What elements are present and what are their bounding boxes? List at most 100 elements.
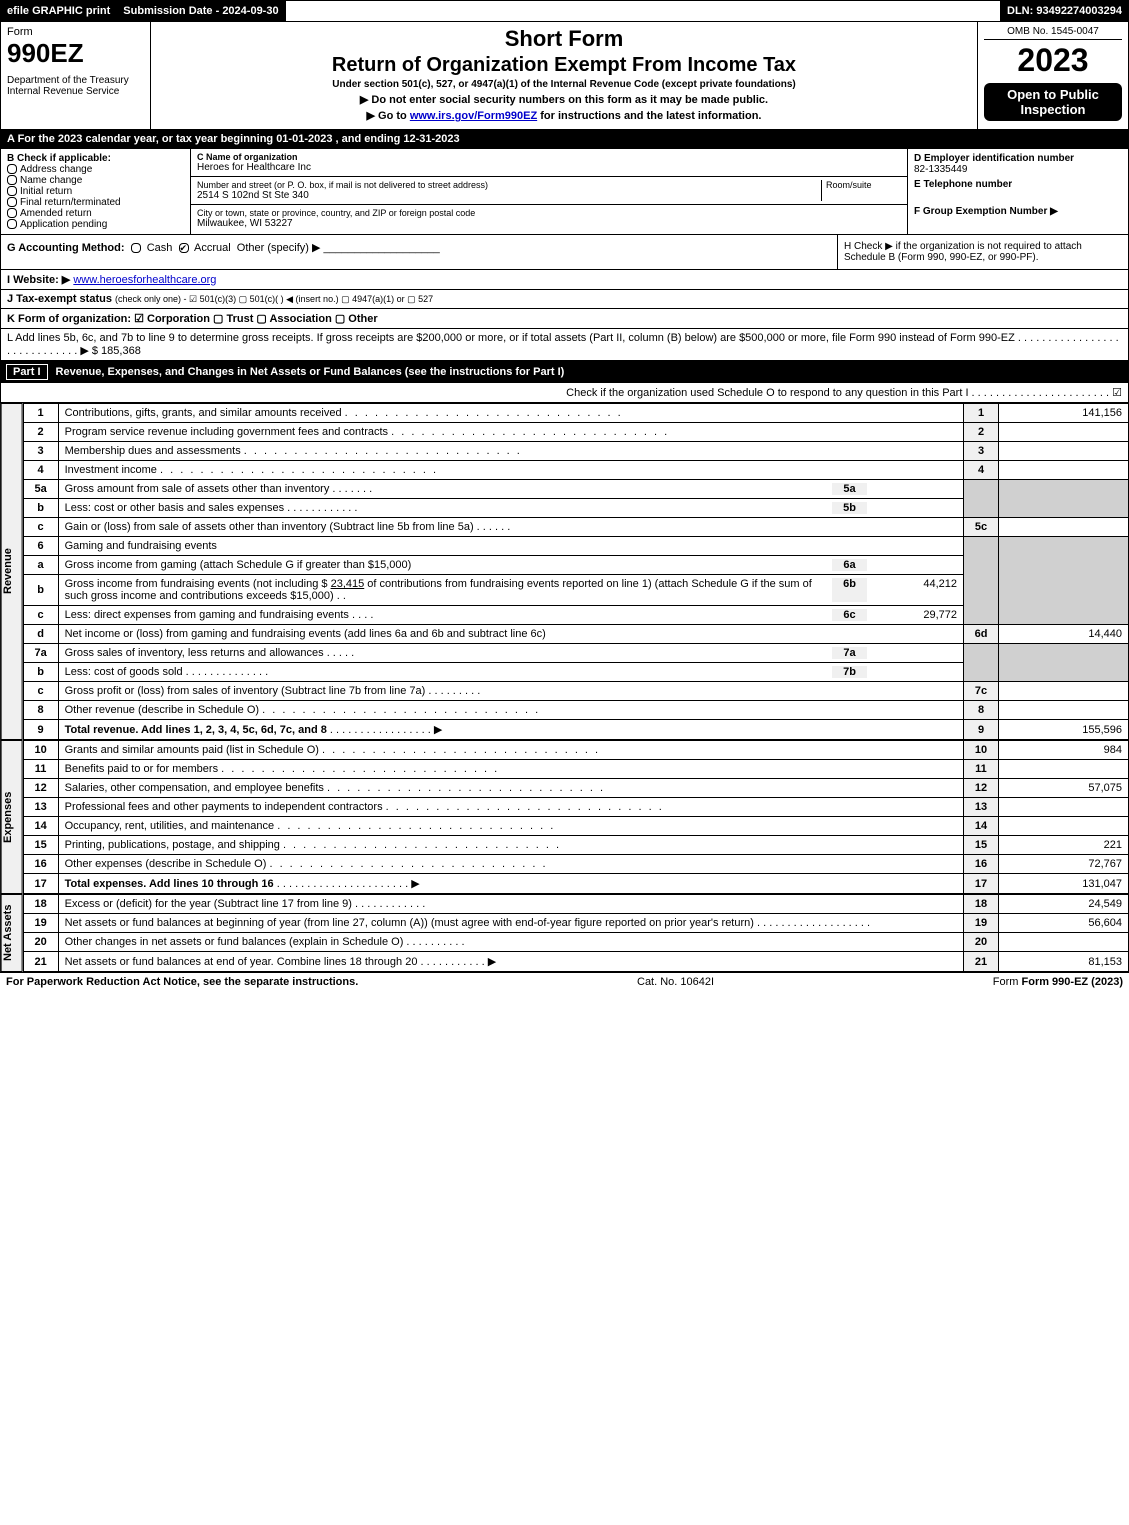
tax-year: 2023 (984, 42, 1122, 79)
table-row: 5aGross amount from sale of assets other… (23, 480, 1128, 499)
irs-link[interactable]: www.irs.gov/Form990EZ (410, 110, 537, 122)
table-row: 21Net assets or fund balances at end of … (23, 952, 1128, 972)
b-opt-address: Address change (7, 164, 184, 175)
instruction-ssn: ▶ Do not enter social security numbers o… (157, 93, 971, 106)
street-value: 2514 S 102nd St Ste 340 (197, 190, 821, 201)
table-row: 17Total expenses. Add lines 10 through 1… (23, 874, 1128, 894)
section-bcdef: B Check if applicable: Address change Na… (0, 149, 1129, 235)
d-label: D Employer identification number (914, 153, 1122, 164)
phone-blank (914, 190, 1122, 202)
table-row: dNet income or (loss) from gaming and fu… (23, 625, 1128, 644)
b-opt-pending: Application pending (7, 219, 184, 230)
h-schedule-b: H Check ▶ if the organization is not req… (838, 235, 1128, 269)
table-row: 9Total revenue. Add lines 1, 2, 3, 4, 5c… (23, 720, 1128, 740)
j-label: J Tax-exempt status (7, 293, 112, 305)
expenses-label: Expenses (1, 740, 23, 894)
g-accounting: G Accounting Method: Cash Accrual Other … (1, 235, 838, 269)
form-number: 990EZ (7, 38, 144, 69)
street-label: Number and street (or P. O. box, if mail… (197, 180, 821, 190)
row-i: I Website: ▶ www.heroesforhealthcare.org (1, 270, 1128, 290)
checkbox-icon[interactable] (7, 219, 17, 229)
table-row: 8Other revenue (describe in Schedule O) … (23, 701, 1128, 720)
part1-label: Part I (6, 364, 48, 380)
revenue-table: 1Contributions, gifts, grants, and simil… (23, 403, 1129, 740)
city-value: Milwaukee, WI 53227 (197, 218, 901, 229)
table-row: cLess: direct expenses from gaming and f… (23, 606, 1128, 625)
top-bar: efile GRAPHIC print Submission Date - 20… (0, 0, 1129, 22)
org-name-row: C Name of organization Heroes for Health… (191, 149, 907, 177)
revenue-section: Revenue 1Contributions, gifts, grants, a… (0, 403, 1129, 740)
page-footer: For Paperwork Reduction Act Notice, see … (0, 972, 1129, 991)
table-row: cGain or (loss) from sale of assets othe… (23, 518, 1128, 537)
l-text: L Add lines 5b, 6c, and 7b to line 9 to … (7, 332, 1119, 357)
checkbox-icon[interactable] (7, 175, 17, 185)
i-label: I Website: ▶ (7, 274, 70, 286)
form-header: Form 990EZ Department of the Treasury In… (0, 22, 1129, 130)
part1-sub: Check if the organization used Schedule … (0, 383, 1129, 403)
netassets-section: Net Assets 18Excess or (deficit) for the… (0, 894, 1129, 972)
table-row: 7aGross sales of inventory, less returns… (23, 644, 1128, 663)
dln: DLN: 93492274003294 (1001, 1, 1128, 21)
short-form-title: Short Form (157, 26, 971, 52)
f-group-label: F Group Exemption Number ▶ (914, 206, 1122, 217)
c-name-label: C Name of organization (197, 152, 901, 162)
form-label: Form (7, 26, 144, 38)
header-center: Short Form Return of Organization Exempt… (151, 22, 978, 129)
table-row: 4Investment income 4 (23, 461, 1128, 480)
checkbox-icon[interactable] (7, 164, 17, 174)
checkbox-icon[interactable] (179, 243, 189, 253)
part1-header: Part I Revenue, Expenses, and Changes in… (0, 361, 1129, 383)
website-link[interactable]: www.heroesforhealthcare.org (73, 274, 216, 286)
footer-left: For Paperwork Reduction Act Notice, see … (6, 976, 358, 988)
room-label: Room/suite (826, 180, 901, 190)
open-public-badge: Open to Public Inspection (984, 83, 1122, 121)
expenses-table: 10Grants and similar amounts paid (list … (23, 740, 1129, 894)
table-row: aGross income from gaming (attach Schedu… (23, 556, 1128, 575)
table-row: bLess: cost or other basis and sales exp… (23, 499, 1128, 518)
irs: Internal Revenue Service (7, 86, 144, 97)
subtitle: Under section 501(c), 527, or 4947(a)(1)… (157, 79, 971, 90)
k-label: K Form of organization: ☑ Corporation ▢ … (7, 313, 378, 325)
table-row: 6Gaming and fundraising events (23, 537, 1128, 556)
b-opt-final: Final return/terminated (7, 197, 184, 208)
table-row: cGross profit or (loss) from sales of in… (23, 682, 1128, 701)
row-j: J Tax-exempt status (check only one) - ☑… (1, 290, 1128, 309)
table-row: 18Excess or (deficit) for the year (Subt… (23, 895, 1128, 914)
checkbox-icon[interactable] (131, 243, 141, 253)
table-row: 20Other changes in net assets or fund ba… (23, 933, 1128, 952)
row-a-period: A For the 2023 calendar year, or tax yea… (0, 130, 1129, 149)
instr2-post: for instructions and the latest informat… (537, 110, 761, 122)
instr2-pre: ▶ Go to (367, 110, 410, 122)
row-k: K Form of organization: ☑ Corporation ▢ … (1, 309, 1128, 329)
expenses-section: Expenses 10Grants and similar amounts pa… (0, 740, 1129, 894)
part1-title: Revenue, Expenses, and Changes in Net As… (56, 366, 565, 378)
table-row: 12Salaries, other compensation, and empl… (23, 779, 1128, 798)
b-opt-initial: Initial return (7, 186, 184, 197)
header-right: OMB No. 1545-0047 2023 Open to Public In… (978, 22, 1128, 129)
footer-center: Cat. No. 10642I (637, 976, 714, 988)
city-label: City or town, state or province, country… (197, 208, 901, 218)
spacer (286, 1, 1001, 21)
street-row: Number and street (or P. O. box, if mail… (191, 177, 907, 205)
table-row: 15Printing, publications, postage, and s… (23, 836, 1128, 855)
row-l: L Add lines 5b, 6c, and 7b to line 9 to … (1, 329, 1128, 360)
section-gh: G Accounting Method: Cash Accrual Other … (0, 235, 1129, 270)
table-row: 11Benefits paid to or for members 11 (23, 760, 1128, 779)
checkbox-icon[interactable] (7, 186, 17, 196)
table-row: 2Program service revenue including gover… (23, 423, 1128, 442)
section-ijkl: I Website: ▶ www.heroesforhealthcare.org… (0, 270, 1129, 361)
col-def: D Employer identification number 82-1335… (908, 149, 1128, 234)
table-row: 1Contributions, gifts, grants, and simil… (23, 404, 1128, 423)
checkbox-icon[interactable] (7, 197, 17, 207)
efile-print[interactable]: efile GRAPHIC print (1, 1, 117, 21)
header-left: Form 990EZ Department of the Treasury In… (1, 22, 151, 129)
l-amount: 185,368 (101, 345, 141, 357)
netassets-table: 18Excess or (deficit) for the year (Subt… (23, 894, 1129, 972)
footer-right: Form Form 990-EZ (2023) (993, 976, 1123, 988)
j-text: (check only one) - ☑ 501(c)(3) ▢ 501(c)(… (115, 294, 433, 304)
b-opt-amended: Amended return (7, 208, 184, 219)
checkbox-icon[interactable] (7, 208, 17, 218)
netassets-label: Net Assets (1, 894, 23, 972)
revenue-label: Revenue (1, 403, 23, 740)
b-opt-name: Name change (7, 175, 184, 186)
